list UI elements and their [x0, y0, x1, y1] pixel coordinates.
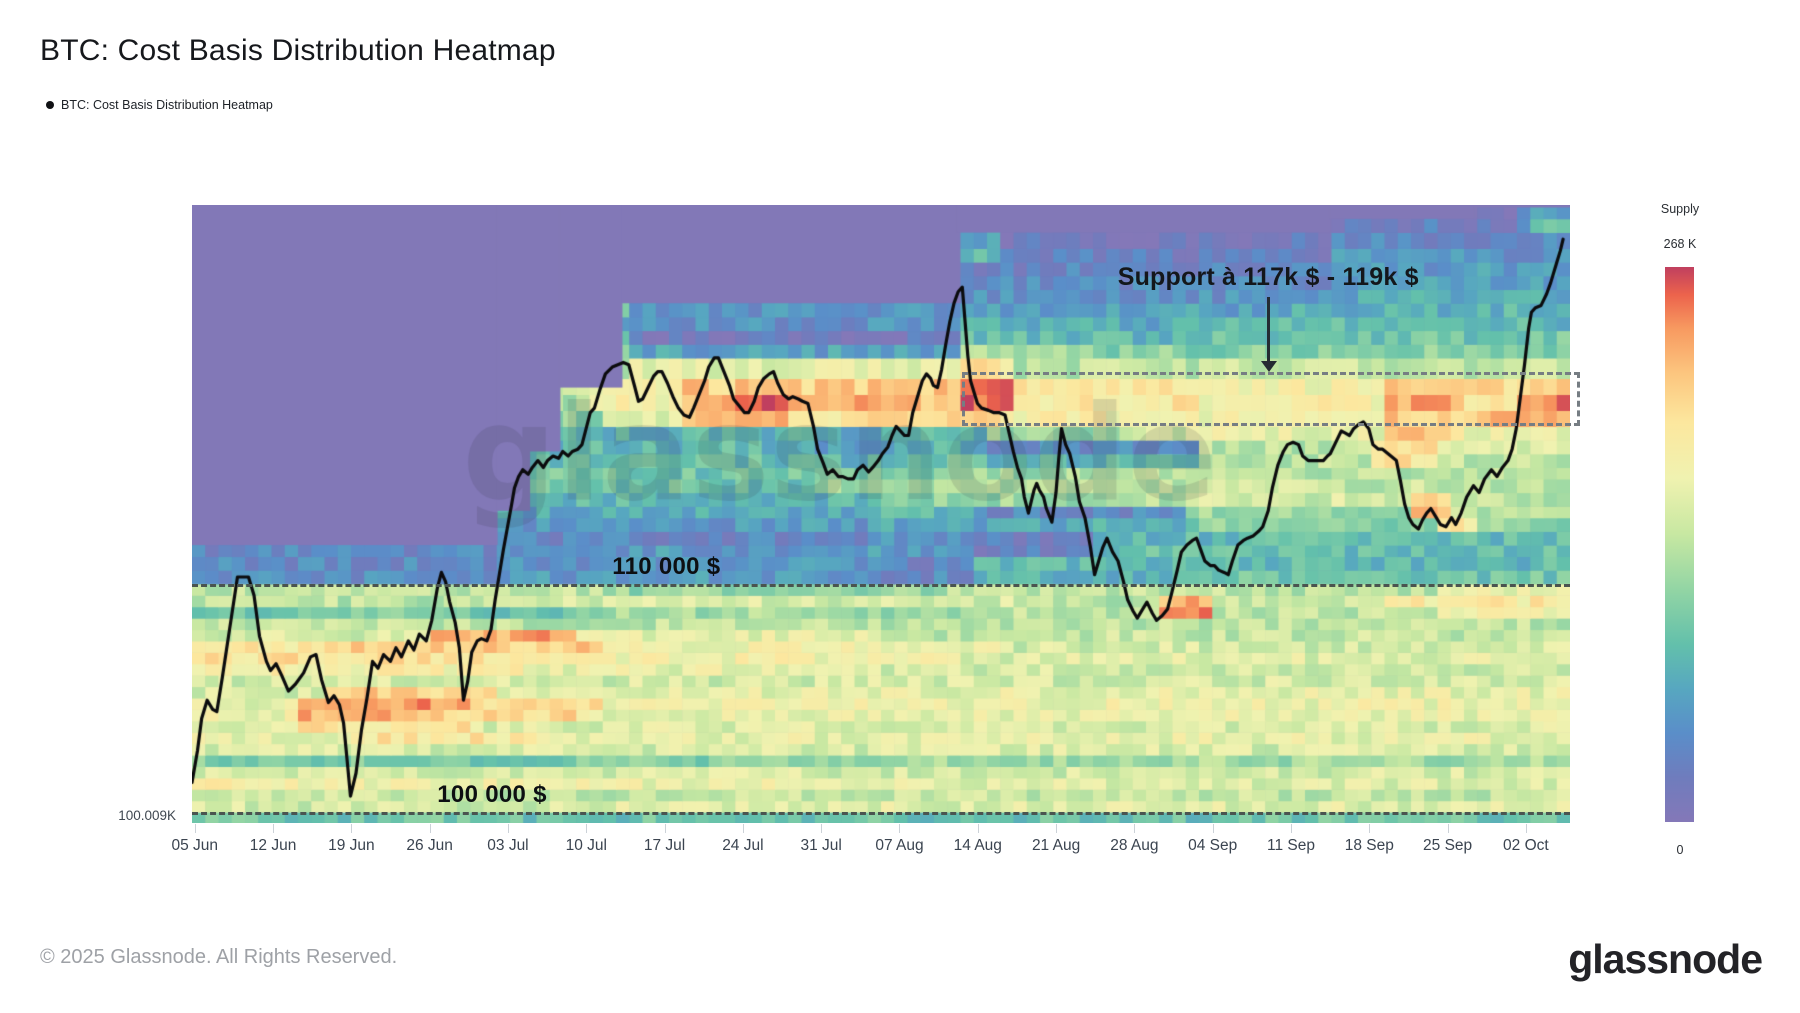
dashed-line-100k — [192, 812, 1570, 816]
x-tick: 11 Sep — [1266, 837, 1315, 854]
legend-series-dot-icon — [46, 101, 54, 109]
x-tick: 05 Jun — [171, 837, 219, 854]
x-tick: 14 Aug — [953, 837, 1002, 854]
x-tick: 10 Jul — [565, 837, 607, 854]
x-tick: 03 Jul — [487, 837, 529, 854]
legend[interactable]: BTC: Cost Basis Distribution Heatmap — [46, 98, 273, 112]
x-axis-tickmark — [1212, 824, 1214, 833]
label-110k: 110 000 $ — [612, 552, 721, 580]
x-axis-tickmark — [1134, 824, 1136, 833]
x-axis-tickmark — [586, 824, 588, 833]
x-axis-tickmark — [1056, 824, 1058, 833]
label-100k: 100 000 $ — [437, 781, 547, 809]
x-tick: 31 Jul — [800, 837, 842, 854]
x-axis-tickmark — [664, 824, 666, 833]
legend-series-label: BTC: Cost Basis Distribution Heatmap — [61, 98, 273, 112]
x-axis-tickmark — [351, 824, 353, 833]
x-tick: 02 Oct — [1503, 837, 1549, 854]
colorbar-title: Supply — [1660, 202, 1700, 216]
x-tick: 28 Aug — [1110, 837, 1159, 854]
y-axis-tick: 100.009K — [118, 808, 176, 823]
x-axis-tickmark — [742, 824, 744, 833]
support-arrow-head-icon — [1261, 360, 1278, 372]
x-tick: 12 Jun — [249, 837, 297, 854]
x-axis-tickmark — [1290, 824, 1292, 833]
x-tick: 25 Sep — [1423, 837, 1473, 854]
copyright-text: © 2025 Glassnode. All Rights Reserved. — [40, 946, 398, 968]
page-title: BTC: Cost Basis Distribution Heatmap — [40, 34, 556, 67]
x-axis-tickmark — [1525, 824, 1527, 833]
x-axis-tickmark — [977, 824, 979, 833]
colorbar-max-label: 268 K — [1663, 237, 1697, 251]
supply-colorbar — [1665, 267, 1694, 822]
support-zone-rect — [962, 371, 1580, 427]
x-tick: 24 Jul — [722, 837, 764, 854]
glassnode-logo: glassnode — [1568, 936, 1763, 982]
x-axis-tickmark — [507, 824, 509, 833]
support-annotation: Support à 117k $ - 119k $ — [1117, 263, 1419, 291]
x-tick: 07 Aug — [875, 837, 924, 854]
x-axis-tickmark — [1447, 824, 1449, 833]
dashed-line-110k — [192, 583, 1570, 587]
x-axis-tickmark — [429, 824, 431, 833]
x-axis-tickmark — [194, 824, 196, 833]
x-tick: 04 Sep — [1188, 837, 1238, 854]
x-axis-tickmark — [273, 824, 275, 833]
x-tick: 17 Jul — [643, 837, 686, 854]
support-arrow-line — [1267, 297, 1271, 362]
x-tick: 26 Jun — [406, 837, 453, 854]
heatmap-plot[interactable] — [192, 205, 1570, 823]
x-axis-tickmark — [1369, 824, 1371, 833]
x-tick: 18 Sep — [1344, 837, 1394, 854]
colorbar-min-label: 0 — [1676, 843, 1684, 857]
x-tick: 21 Aug — [1031, 837, 1081, 854]
x-tick: 19 Jun — [328, 837, 375, 854]
x-axis-tickmark — [899, 824, 901, 833]
x-axis-tickmark — [821, 824, 823, 833]
